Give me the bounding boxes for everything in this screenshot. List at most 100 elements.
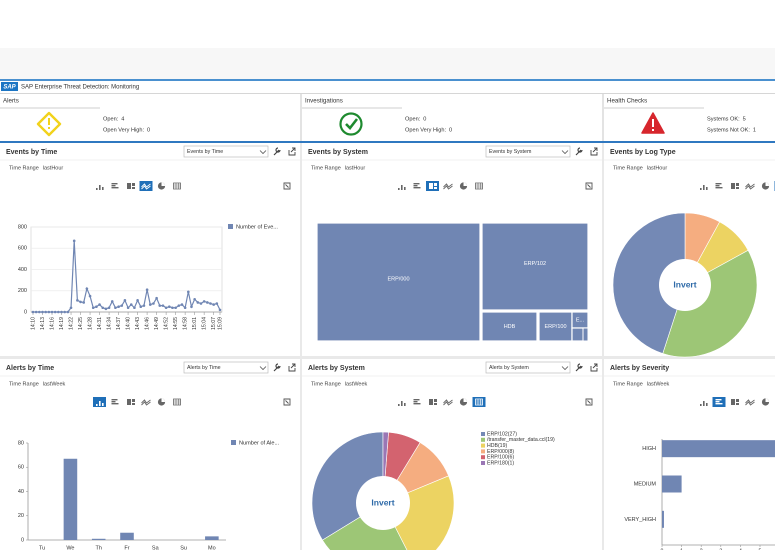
x-tick-label: Su xyxy=(180,545,187,550)
point xyxy=(110,300,114,303)
icon-glyph xyxy=(429,183,433,189)
treemap-cell xyxy=(316,222,481,342)
bar xyxy=(662,510,664,528)
x-tick-label: 5 xyxy=(759,548,762,550)
point xyxy=(177,304,181,307)
legend-swatch xyxy=(481,461,485,465)
point xyxy=(60,310,63,314)
export-icon[interactable] xyxy=(590,363,598,372)
settings-icon[interactable] xyxy=(273,147,281,156)
icon-glyph xyxy=(398,188,400,190)
icon-glyph xyxy=(173,182,181,190)
x-tick-label: 14:10 xyxy=(30,317,36,330)
icon-glyph xyxy=(700,188,702,190)
icon-glyph xyxy=(111,399,118,401)
point xyxy=(66,310,70,314)
icon-glyph xyxy=(745,183,755,190)
point xyxy=(123,299,127,302)
pie-slice xyxy=(612,212,686,354)
export-icon[interactable] xyxy=(590,147,598,156)
point xyxy=(190,305,193,308)
icon-glyph xyxy=(413,183,420,185)
check-mark xyxy=(345,118,359,130)
x-tick-label: 14:28 xyxy=(87,317,93,330)
expand-icon[interactable] xyxy=(585,182,593,190)
pie-center-label[interactable]: Invert xyxy=(673,279,696,289)
icon-glyph xyxy=(161,182,166,186)
dropdown[interactable] xyxy=(485,145,571,158)
tile-item-label: Open: xyxy=(103,116,119,122)
tile-item-label: Systems Not OK: xyxy=(707,127,750,133)
icon-glyph xyxy=(96,404,98,406)
dropdown-arrow xyxy=(259,150,267,155)
export-icon[interactable] xyxy=(288,363,296,372)
icon-glyph xyxy=(173,183,181,189)
expand-icon[interactable] xyxy=(585,398,593,406)
export-icon[interactable] xyxy=(288,147,296,156)
icon-glyph xyxy=(111,401,116,403)
icon-glyph xyxy=(475,182,483,190)
point xyxy=(167,305,171,308)
point xyxy=(152,302,155,305)
bar xyxy=(63,458,78,540)
icon-glyph xyxy=(111,187,119,189)
settings-icon[interactable] xyxy=(575,147,583,156)
pie-slice xyxy=(382,475,455,550)
icon-glyph xyxy=(434,183,437,186)
x-tick-label: 14:22 xyxy=(68,317,74,330)
point xyxy=(101,306,105,310)
panel-title: Alerts by Severity xyxy=(610,365,669,372)
tile-item-value: 0 xyxy=(147,127,150,133)
settings-icon[interactable] xyxy=(575,363,583,372)
legend-label: HDB(19) xyxy=(487,443,507,449)
pie-center-label[interactable]: Invert xyxy=(371,497,394,507)
time-range-label: Time Range xyxy=(613,381,643,387)
icon-glyph xyxy=(463,398,468,402)
point xyxy=(98,303,101,306)
icon-glyph xyxy=(413,187,421,189)
dropdown-arrow xyxy=(561,366,569,371)
icon-glyph xyxy=(429,399,433,405)
panel xyxy=(0,359,300,550)
tile-title: Health Checks xyxy=(607,98,647,105)
legend-swatch xyxy=(481,443,485,448)
settings-icon[interactable] xyxy=(273,363,281,372)
point xyxy=(158,304,162,307)
dropdown[interactable] xyxy=(485,361,571,374)
legend-label: ERP/102(27) xyxy=(487,431,517,437)
x-tick-label: Th xyxy=(96,545,102,550)
treemap-label: ERP/100 xyxy=(544,324,566,330)
dropdown[interactable] xyxy=(183,145,269,158)
expand-icon[interactable] xyxy=(283,398,291,406)
icon-glyph xyxy=(703,185,705,190)
dropdown-value: Events by System xyxy=(489,149,532,155)
icon-glyph xyxy=(736,183,739,186)
point xyxy=(126,306,130,310)
legend-swatch xyxy=(231,440,236,445)
expand-icon[interactable] xyxy=(283,182,291,190)
x-tick-label: 15:01 xyxy=(192,317,198,330)
legend-label: /transfer_master_data.ccl(19) xyxy=(487,437,555,443)
legend-swatch xyxy=(481,437,485,442)
treemap-label: E... xyxy=(576,317,585,323)
icon-glyph xyxy=(706,187,708,190)
time-range-label: Time Range xyxy=(9,381,39,387)
tile-item-label: Open Very High: xyxy=(103,127,144,133)
icon-glyph xyxy=(141,399,151,406)
point xyxy=(31,310,35,314)
x-tick-label: 14:43 xyxy=(135,317,141,330)
icon-glyph xyxy=(132,183,135,186)
x-tick-label: Sa xyxy=(152,545,160,550)
time-range-label: Time Range xyxy=(9,165,39,171)
legend-swatch xyxy=(481,455,485,460)
x-tick-label: 14:55 xyxy=(173,317,179,330)
x-tick-label: 14:13 xyxy=(40,317,46,330)
point xyxy=(53,310,57,314)
point xyxy=(183,306,187,310)
y-tick-label: 20 xyxy=(18,513,24,519)
x-tick-label: Fr xyxy=(124,545,129,550)
icon-glyph xyxy=(111,403,119,405)
dropdown[interactable] xyxy=(183,361,269,374)
